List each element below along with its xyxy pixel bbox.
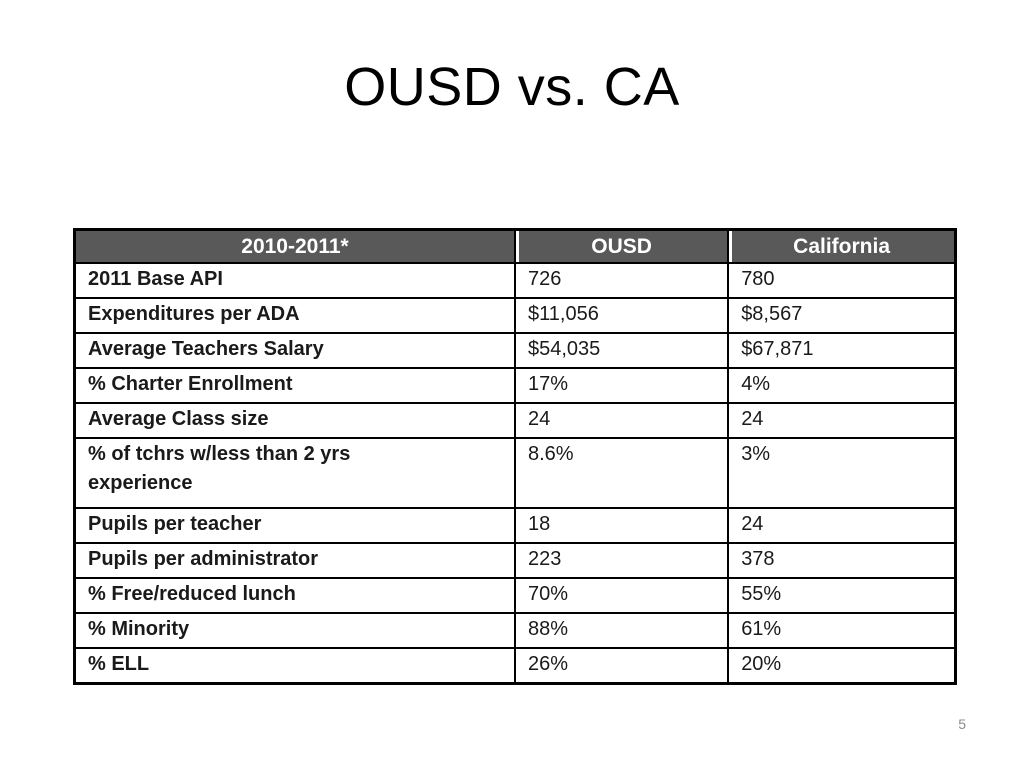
table-row: % Minority 88% 61%	[73, 612, 957, 649]
california-value: 55%	[727, 577, 957, 614]
row-label: 2011 Base API	[73, 262, 516, 299]
table-row: Expenditures per ADA $11,056 $8,567	[73, 297, 957, 334]
row-label: % Minority	[73, 612, 516, 649]
table-row: % Charter Enrollment 17% 4%	[73, 367, 957, 404]
california-value: $8,567	[727, 297, 957, 334]
header-cell-california: California	[727, 228, 957, 264]
row-label: Expenditures per ADA	[73, 297, 516, 334]
ousd-value: 88%	[513, 612, 730, 649]
table-row: % of tchrs w/less than 2 yrs experience …	[73, 437, 957, 509]
ousd-value: 17%	[513, 367, 730, 404]
row-label: % ELL	[73, 647, 516, 685]
row-label: Average Class size	[73, 402, 516, 439]
ousd-value: 8.6%	[513, 437, 730, 509]
ousd-value: $11,056	[513, 297, 730, 334]
california-value: 24	[727, 507, 957, 544]
ousd-value: 726	[513, 262, 730, 299]
california-value: 780	[727, 262, 957, 299]
row-label: Average Teachers Salary	[73, 332, 516, 369]
ousd-value: 70%	[513, 577, 730, 614]
california-value: 4%	[727, 367, 957, 404]
comparison-table: 2010-2011* OUSD California 2011 Base API…	[73, 228, 957, 685]
row-label: % Charter Enrollment	[73, 367, 516, 404]
table-header-row: 2010-2011* OUSD California	[73, 228, 957, 264]
ousd-value: 18	[513, 507, 730, 544]
california-value: 24	[727, 402, 957, 439]
header-cell-period: 2010-2011*	[73, 228, 516, 264]
row-label: Pupils per administrator	[73, 542, 516, 579]
row-label: Pupils per teacher	[73, 507, 516, 544]
table-row: Average Class size 24 24	[73, 402, 957, 439]
table-row: % Free/reduced lunch 70% 55%	[73, 577, 957, 614]
slide-title: OUSD vs. CA	[344, 57, 680, 117]
row-label: % Free/reduced lunch	[73, 577, 516, 614]
california-value: $67,871	[727, 332, 957, 369]
california-value: 378	[727, 542, 957, 579]
header-cell-ousd: OUSD	[513, 228, 730, 264]
table-row: 2011 Base API 726 780	[73, 262, 957, 299]
ousd-value: 26%	[513, 647, 730, 685]
ousd-value: 223	[513, 542, 730, 579]
table-row: Average Teachers Salary $54,035 $67,871	[73, 332, 957, 369]
page-number: 5	[958, 716, 966, 732]
california-value: 20%	[727, 647, 957, 685]
table-row: % ELL 26% 20%	[73, 647, 957, 685]
table-row: Pupils per teacher 18 24	[73, 507, 957, 544]
california-value: 61%	[727, 612, 957, 649]
table-row: Pupils per administrator 223 378	[73, 542, 957, 579]
ousd-value: 24	[513, 402, 730, 439]
row-label: % of tchrs w/less than 2 yrs experience	[73, 437, 516, 509]
ousd-value: $54,035	[513, 332, 730, 369]
california-value: 3%	[727, 437, 957, 509]
